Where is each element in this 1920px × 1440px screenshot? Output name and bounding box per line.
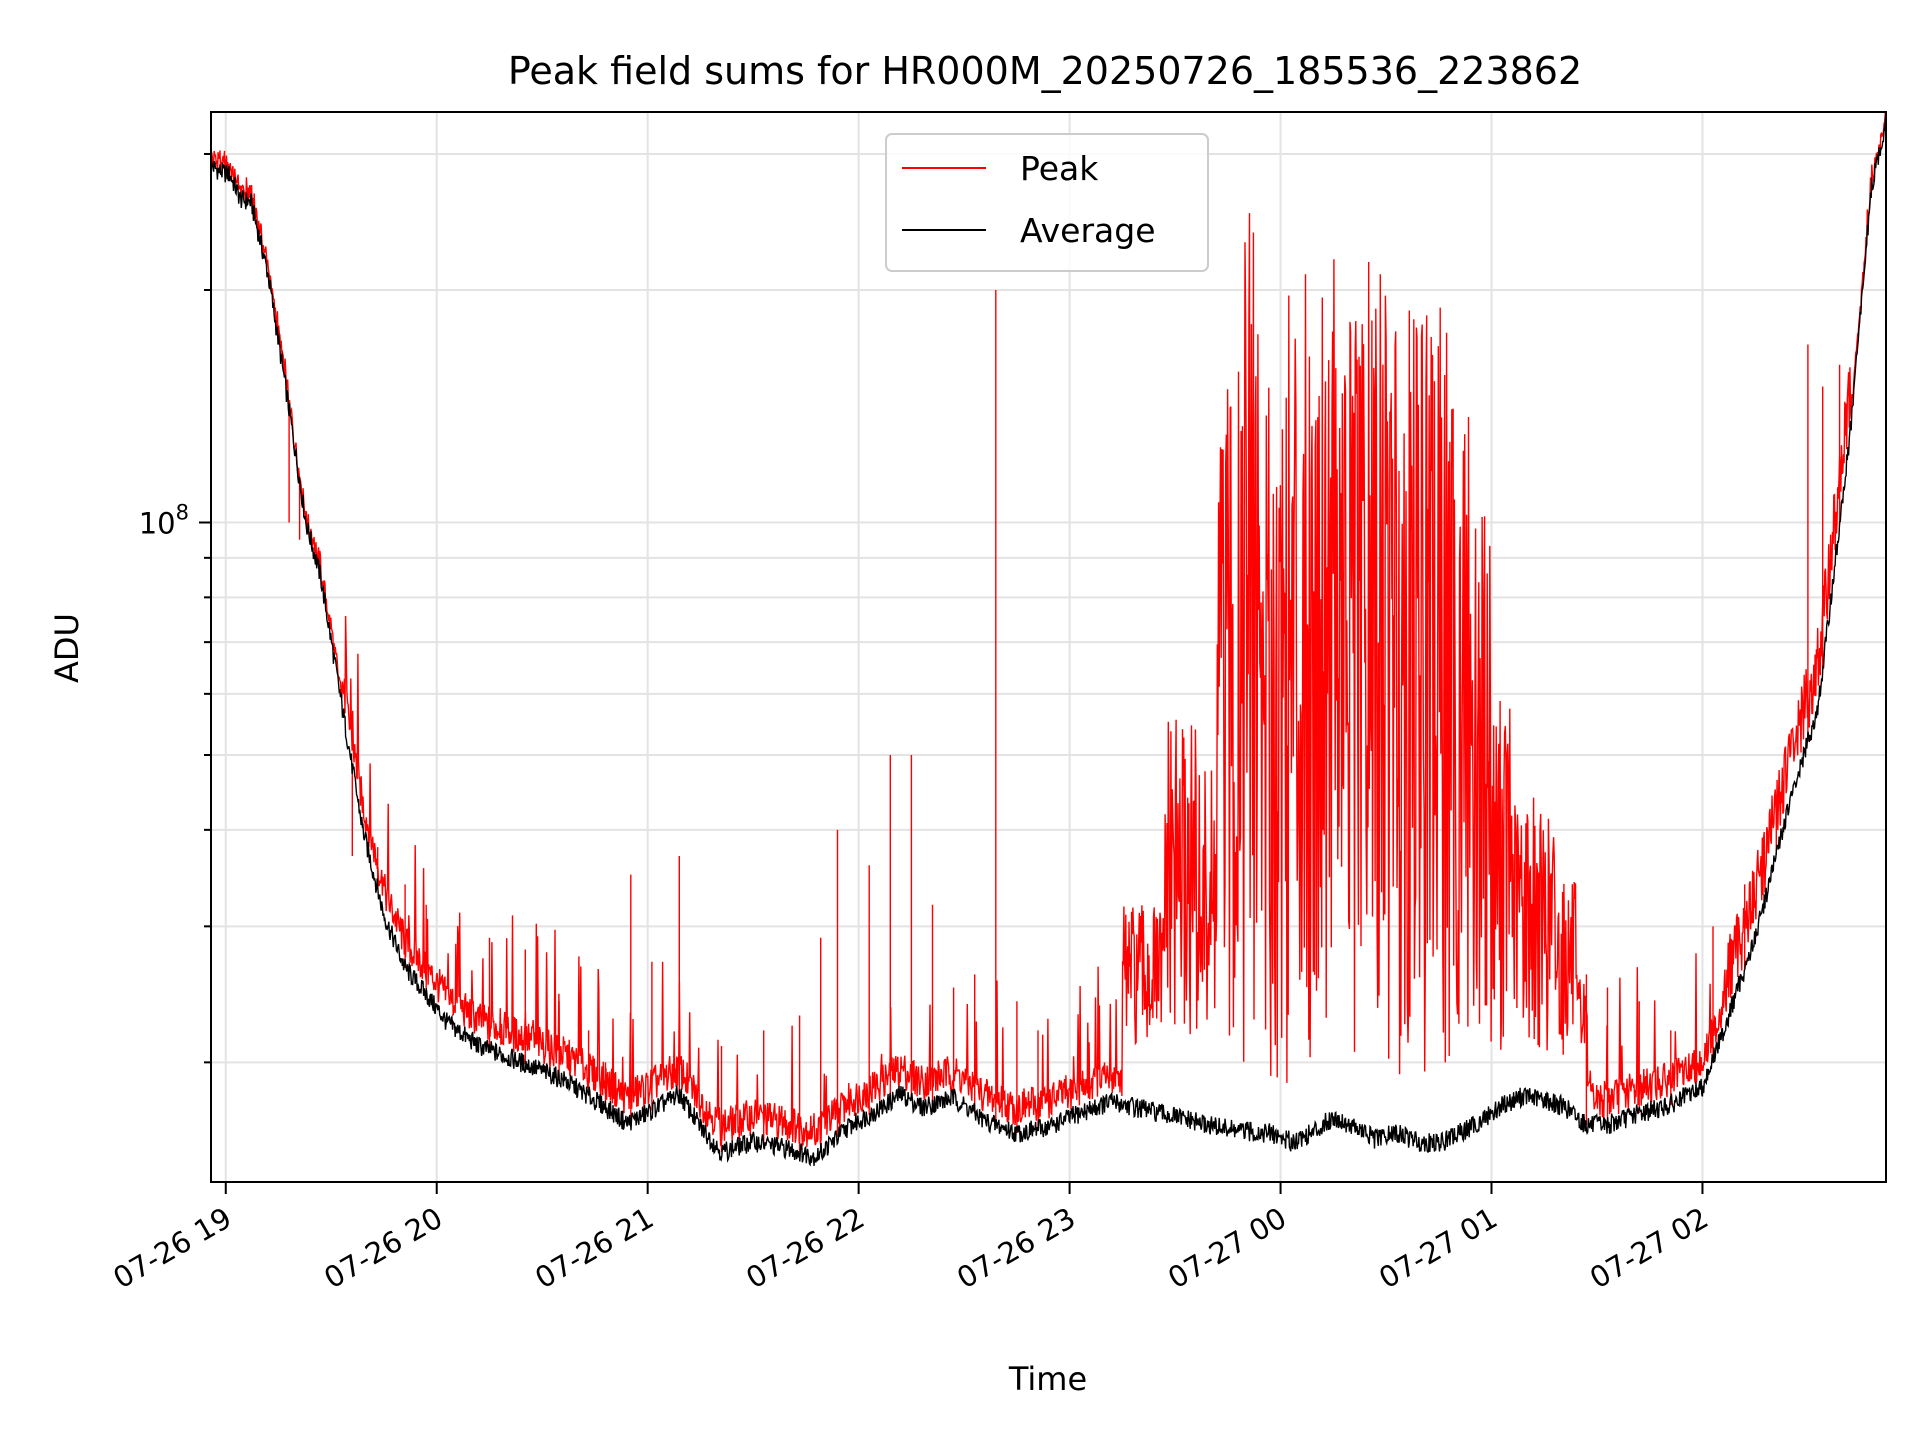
legend: Peak Average	[885, 133, 1209, 272]
x-tick-label: 07-26 21	[529, 1201, 659, 1296]
series-layer	[211, 112, 1886, 1167]
x-tick-label: 07-26 23	[951, 1201, 1081, 1296]
grid-layer	[211, 112, 1886, 1182]
x-tick-label: 07-27 00	[1162, 1201, 1292, 1296]
y-tick-label-exponent: 8	[176, 500, 189, 524]
series-line-average	[211, 113, 1886, 1167]
y-tick-label: 108	[139, 500, 189, 540]
legend-label-peak: Peak	[1020, 149, 1099, 188]
x-tick-label: 07-26 20	[318, 1201, 448, 1296]
x-tick-label: 07-27 01	[1373, 1201, 1503, 1296]
chart-title: Peak field sums for HR000M_20250726_1855…	[508, 49, 1582, 93]
y-axis-label: ADU	[48, 613, 86, 683]
legend-label-average: Average	[1020, 211, 1156, 250]
plot-frame	[210, 111, 1887, 1183]
x-tick-label: 07-26 19	[107, 1201, 237, 1296]
x-axis-label: Time	[1008, 1360, 1087, 1398]
y-tick-label-base: 10	[139, 506, 176, 540]
x-tick-label: 07-26 22	[740, 1201, 870, 1296]
x-tick-label: 07-27 02	[1584, 1201, 1714, 1296]
series-spikes-peak	[288, 290, 1841, 1153]
